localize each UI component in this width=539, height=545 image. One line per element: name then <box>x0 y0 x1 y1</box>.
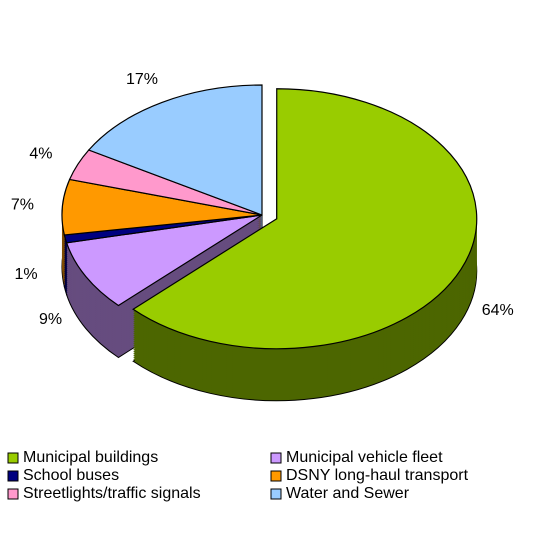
legend-swatch <box>7 452 19 464</box>
data-label: 64% <box>482 302 514 319</box>
slice <box>87 84 263 216</box>
legend-swatch <box>270 470 282 482</box>
legend-swatch <box>7 488 19 500</box>
slice <box>65 214 263 307</box>
data-label: 7% <box>11 197 34 214</box>
data-label: 1% <box>15 266 38 283</box>
legend-label: Municipal buildings <box>23 449 158 466</box>
legend-label: Streetlights/traffic signals <box>23 485 201 502</box>
slice <box>132 88 478 350</box>
legend-swatch <box>7 470 19 482</box>
data-label: 9% <box>39 311 62 328</box>
legend-label: DSNY long-haul transport <box>286 467 469 484</box>
legend-swatch <box>270 452 282 464</box>
legend-swatch <box>270 488 282 500</box>
data-label: 17% <box>126 71 158 88</box>
legend-label: School buses <box>23 467 119 484</box>
legend-label: Water and Sewer <box>286 485 410 502</box>
legend-label: Municipal vehicle fleet <box>286 449 443 466</box>
data-label: 4% <box>29 145 52 162</box>
